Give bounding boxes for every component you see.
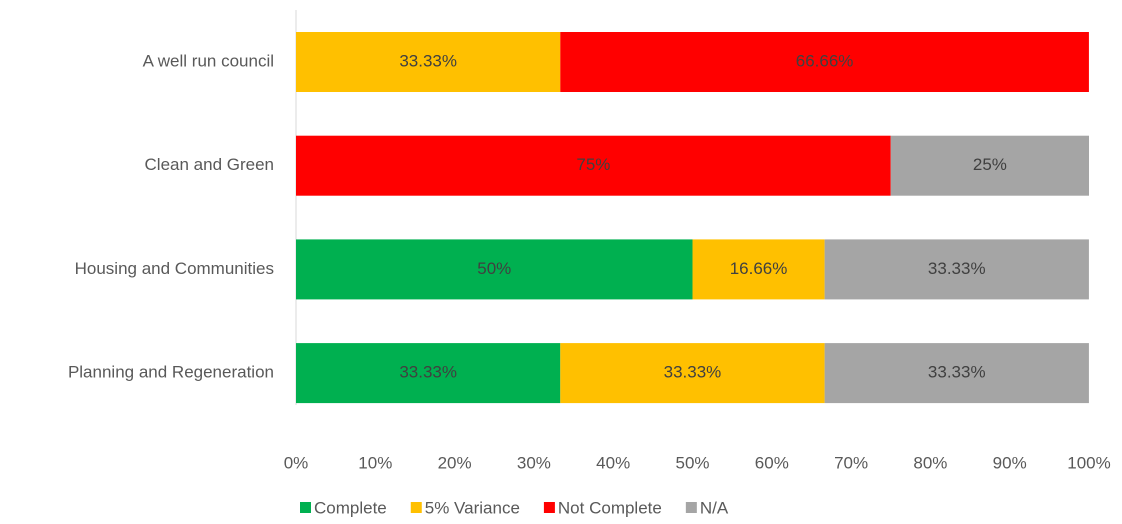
value-label: 50% [477,259,511,278]
bar-segment [560,32,1089,92]
legend-label: Complete [314,498,387,517]
value-label: 33.33% [664,363,722,382]
x-tick-label: 40% [596,453,630,472]
bar-segment [824,239,1089,300]
y-tick-label: Housing and Communities [75,259,274,278]
y-tick-label: Clean and Green [145,155,274,174]
x-tick-label: 100% [1067,453,1110,472]
x-tick-label: 50% [675,453,709,472]
y-tick-label: A well run council [143,51,274,70]
legend-label: Not Complete [558,498,662,517]
y-tick-label: Planning and Regeneration [68,363,274,382]
value-label: 16.66% [730,259,788,278]
legend-label: N/A [700,498,729,517]
bar-segment [560,343,825,404]
x-tick-label: 90% [993,453,1027,472]
bar-segment [824,343,1089,404]
bar-segment [692,239,825,300]
value-label: 66.66% [796,51,854,70]
x-tick-label: 10% [358,453,392,472]
bar-segment [296,135,891,196]
x-tick-label: 60% [755,453,789,472]
bar-segment [296,32,561,92]
legend-swatch [685,502,697,513]
x-tick-label: 80% [913,453,947,472]
value-label: 33.33% [928,363,986,382]
value-label: 33.33% [399,51,457,70]
value-label: 75% [576,155,610,174]
bar-segment [296,239,693,300]
x-tick-label: 70% [834,453,868,472]
x-tick-label: 20% [438,453,472,472]
x-tick-label: 30% [517,453,551,472]
bar-segment [890,135,1089,196]
legend-label: 5% Variance [425,498,520,517]
legend-swatch [300,502,311,513]
value-label: 25% [973,155,1007,174]
x-tick-label: 0% [284,453,309,472]
value-label: 33.33% [928,259,986,278]
legend-swatch [543,502,555,513]
bar-segment [296,343,561,404]
value-label: 33.33% [399,363,457,382]
legend-swatch [410,502,422,513]
